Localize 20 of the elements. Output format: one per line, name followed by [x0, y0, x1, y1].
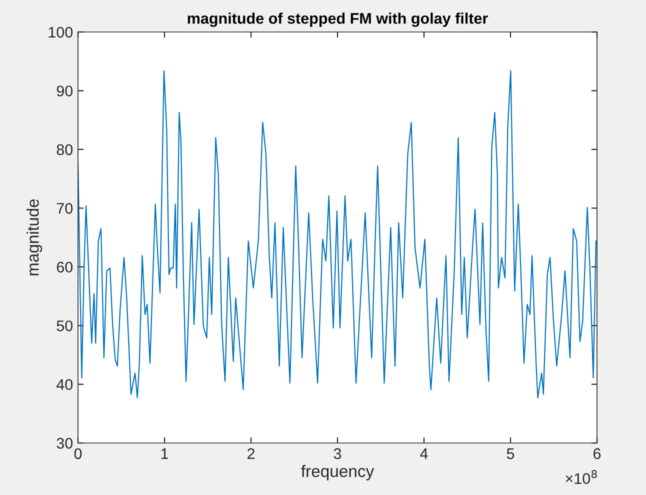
y-axis-title: magnitude: [26, 199, 42, 276]
y-tick-label: 50: [56, 320, 73, 332]
x-tick-label: 5: [506, 448, 514, 460]
x-tick-label: 0: [74, 448, 82, 460]
line-series: [78, 70, 597, 398]
y-tick-label: 60: [56, 262, 73, 273]
y-tick-label: 80: [56, 144, 73, 156]
x-tick-label: 6: [594, 448, 601, 460]
x-tick-label: 4: [420, 448, 428, 459]
y-tick-label: 90: [56, 86, 73, 96]
x-tick-label: 3: [334, 448, 342, 460]
x-axis-title: frequency: [301, 464, 374, 480]
y-tick-label: 100: [48, 26, 73, 38]
chart-title: magnitude of stepped FM with golay filter: [188, 12, 488, 27]
text: ×10$^{8}$: [566, 470, 597, 484]
y-tick-label: 40: [56, 379, 73, 390]
x-tick-label: 1: [161, 448, 168, 459]
y-tick-label: 70: [56, 203, 73, 214]
y-tick-label: 30: [56, 438, 73, 449]
x-tick-label: 2: [248, 448, 254, 459]
